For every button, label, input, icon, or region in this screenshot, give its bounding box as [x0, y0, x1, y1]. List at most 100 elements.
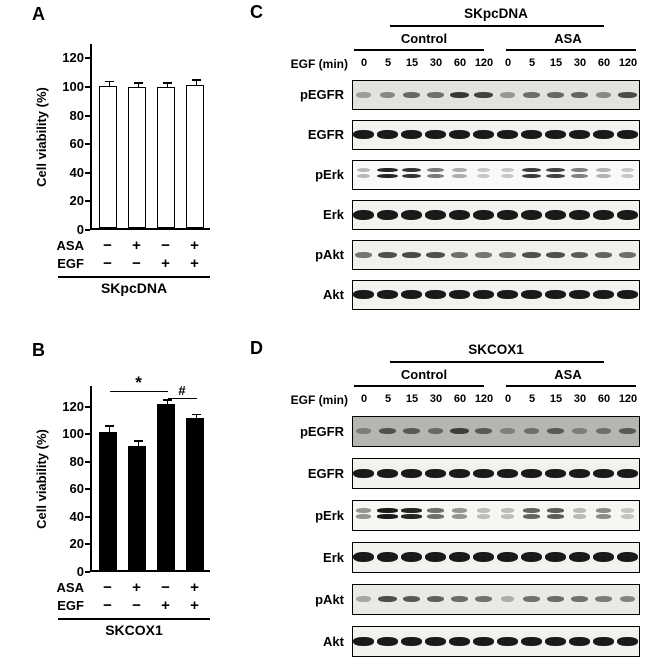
blot-strip	[352, 240, 640, 270]
protein-band	[476, 167, 491, 172]
egf-time-label: 5	[528, 57, 536, 69]
treatment-sign: −	[103, 237, 112, 254]
protein-band	[595, 508, 612, 513]
blot-row-label: pErk	[315, 507, 344, 523]
protein-band	[521, 167, 542, 172]
y-tick-mark	[85, 229, 90, 231]
blot-strip	[352, 416, 640, 447]
protein-band	[569, 552, 590, 562]
protein-band	[619, 596, 636, 602]
protein-band	[377, 636, 398, 646]
protein-band	[497, 130, 518, 139]
protein-band	[547, 91, 564, 98]
protein-band	[426, 251, 445, 258]
treatment-label: ASA	[56, 580, 84, 595]
panel-d-egf-min-label: EGF (min)	[290, 393, 348, 407]
condition-underline	[506, 385, 636, 387]
protein-band	[425, 130, 446, 139]
protein-band	[595, 514, 612, 519]
protein-band	[570, 251, 589, 258]
protein-band	[425, 209, 446, 220]
panel-c-egf-min-label: EGF (min)	[290, 57, 348, 71]
protein-band	[353, 290, 374, 299]
blot-strip	[352, 626, 640, 657]
protein-band	[401, 290, 422, 299]
egf-time-label: 5	[528, 393, 536, 405]
protein-band	[451, 514, 468, 519]
blot-strip	[352, 584, 640, 615]
protein-band	[356, 173, 371, 178]
protein-band	[521, 468, 542, 478]
protein-band	[618, 91, 637, 98]
protein-band	[572, 508, 587, 513]
error-bar-stem	[108, 82, 111, 86]
egf-time-label: 30	[429, 393, 443, 405]
egf-time-label: 60	[453, 393, 467, 405]
egf-time-label: 30	[429, 57, 443, 69]
protein-band	[500, 173, 515, 178]
blot-row-label: pAkt	[315, 247, 344, 262]
protein-band	[617, 636, 638, 646]
y-tick-mark	[85, 488, 90, 491]
protein-band	[500, 91, 515, 98]
protein-band	[403, 91, 420, 98]
protein-band	[521, 209, 542, 220]
protein-band	[593, 209, 614, 220]
protein-band	[523, 596, 540, 602]
protein-band	[547, 596, 564, 602]
protein-band	[355, 508, 372, 513]
protein-band	[473, 130, 494, 139]
protein-band	[617, 130, 638, 139]
blot-row-label: pErk	[315, 167, 344, 182]
protein-band	[545, 130, 566, 139]
protein-band	[356, 596, 371, 602]
treatment-sign: −	[132, 255, 141, 272]
error-bar-stem	[137, 83, 140, 88]
protein-band	[620, 173, 635, 178]
significance-bracket	[109, 390, 168, 393]
protein-band	[522, 514, 541, 519]
blot-strip	[352, 200, 640, 230]
y-tick-label: 60	[69, 481, 84, 497]
panel-a-plot: 0 20 40 60 80 100 120	[62, 44, 210, 237]
egf-time-label: 120	[618, 57, 638, 69]
protein-band	[425, 552, 446, 562]
egf-time-label: 120	[618, 393, 638, 405]
treatment-sign: −	[103, 579, 112, 596]
protein-band	[403, 428, 420, 434]
blot-strip	[352, 542, 640, 573]
viability-bar	[157, 404, 175, 570]
condition-underline	[506, 49, 636, 51]
protein-band	[449, 290, 470, 299]
panel-d-blot-rows: pEGFR EGFR pErk Erk pAkt Akt	[244, 338, 646, 664]
error-bar-cap	[192, 413, 201, 415]
protein-band	[593, 290, 614, 299]
protein-band	[378, 596, 397, 602]
panel-c-label: C	[250, 2, 263, 22]
panel-a-label: A	[32, 4, 45, 24]
protein-band	[545, 209, 566, 220]
panel-c-timepoint-labels: 0 5 15 30 60 120 0 5 15 30 60 120	[244, 2, 646, 334]
treatment-sign: +	[190, 255, 199, 272]
protein-band	[451, 251, 468, 258]
protein-band	[356, 91, 371, 98]
protein-band	[476, 173, 491, 178]
panel-b-group-label: SKCOX1	[105, 622, 163, 638]
y-tick-label: 0	[76, 564, 84, 579]
protein-band	[425, 290, 446, 299]
y-tick-mark	[85, 433, 90, 436]
protein-band	[617, 552, 638, 562]
viability-bar	[128, 445, 146, 570]
protein-band	[475, 251, 492, 258]
panel-c-blot-rows: pEGFR EGFR pErk Erk pAkt Akt	[244, 2, 646, 334]
egf-time-label: 0	[360, 393, 368, 405]
treatment-sign: +	[161, 597, 170, 614]
viability-bar	[99, 85, 117, 228]
panel-b-group-line	[58, 618, 210, 620]
protein-band	[427, 508, 444, 513]
panel-b-label: B	[32, 340, 45, 360]
protein-band	[402, 596, 421, 602]
protein-band	[473, 468, 494, 478]
protein-band	[449, 91, 470, 98]
